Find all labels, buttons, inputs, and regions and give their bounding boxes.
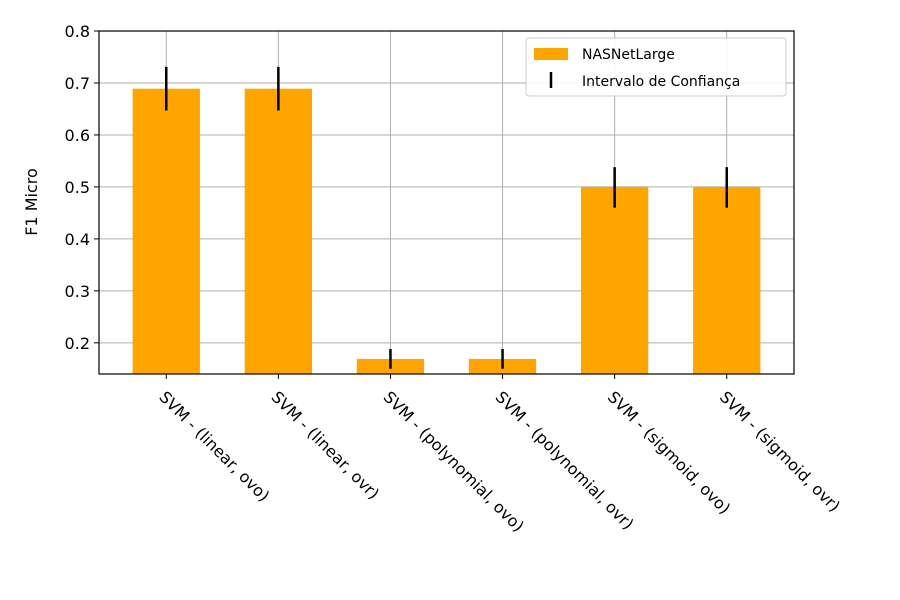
y-axis-title: F1 Micro: [22, 168, 41, 236]
legend-frame: [525, 37, 787, 97]
error-bars: [165, 66, 728, 369]
legend-label-confidence-interval: Intervalo de Confiança: [582, 74, 740, 90]
x-tick-label: SVM - (linear, ovo): [155, 387, 273, 505]
bar: [693, 186, 761, 374]
legend: NASNetLarge Intervalo de Confiança: [525, 37, 787, 97]
y-tick-label: 0.7: [65, 74, 90, 93]
y-axis-ticks: 0.2 0.3 0.4 0.5 0.6 0.7 0.8: [65, 22, 99, 353]
x-tick-label: SVM - (sigmoid, ovo): [604, 387, 734, 517]
legend-label-nasnetlarge: NASNetLarge: [582, 47, 675, 63]
plot-area-frame: [98, 30, 795, 375]
x-tick-label: SVM - (linear, ovr): [268, 387, 384, 503]
y-tick-label: 0.5: [65, 178, 90, 197]
bar: [132, 88, 200, 374]
bars: [132, 88, 761, 374]
legend-swatch-nasnetlarge: [534, 48, 568, 60]
y-tick-label: 0.3: [65, 282, 90, 301]
bar: [244, 88, 312, 374]
x-tick-label: SVM - (sigmoid, ovr): [716, 387, 844, 515]
bar: [581, 186, 649, 374]
y-tick-label: 0.4: [65, 230, 90, 249]
x-axis-ticks: SVM - (linear, ovo)SVM - (linear, ovr) SV…: [155, 374, 844, 536]
y-tick-label: 0.2: [65, 334, 90, 353]
y-tick-label: 0.6: [65, 126, 90, 145]
y-tick-label: 0.8: [65, 22, 90, 41]
